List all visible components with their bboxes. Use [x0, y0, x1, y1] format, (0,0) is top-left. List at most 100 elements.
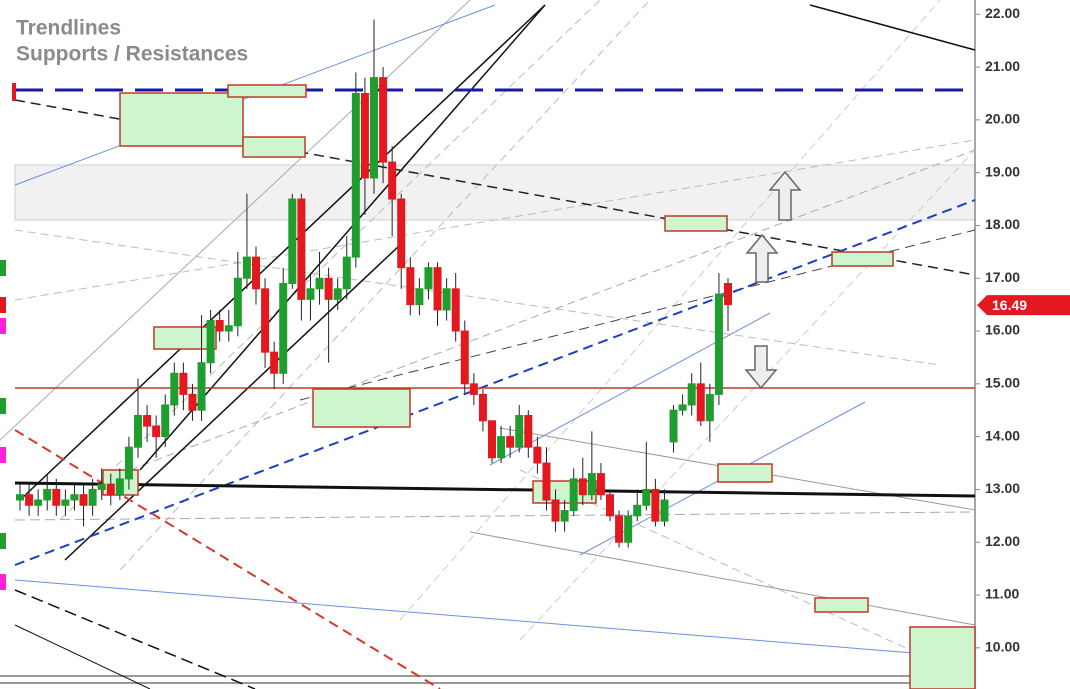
chart-title: Trendlines	[16, 17, 121, 40]
up-arrow	[745, 233, 779, 283]
candle-body	[678, 404, 687, 411]
candle-body	[351, 92, 360, 258]
y-tick-label: 17.00	[985, 269, 1020, 285]
candle-body	[242, 256, 251, 279]
candle-body	[415, 288, 424, 306]
price-tag-label: 16.49	[992, 297, 1027, 313]
candle-body	[161, 404, 170, 438]
marker	[0, 398, 6, 414]
candle-body	[61, 499, 70, 506]
marker	[12, 83, 16, 101]
price-tag	[977, 295, 1070, 316]
candle-body	[197, 362, 206, 411]
candle-body	[506, 436, 515, 448]
candle-body	[70, 494, 79, 501]
y-tick-label: 15.00	[985, 375, 1020, 391]
marker	[0, 260, 6, 276]
trendline	[809, 4, 976, 51]
candle-body	[270, 351, 279, 374]
candle-body	[342, 256, 351, 290]
candle-body	[705, 393, 714, 422]
trendline	[139, 4, 546, 471]
candle-body	[451, 288, 460, 332]
candle-body	[433, 267, 442, 311]
candle-body	[134, 415, 142, 448]
candle-body	[97, 483, 106, 490]
candle-body	[179, 372, 188, 395]
marker	[0, 447, 6, 463]
candle-body	[261, 288, 270, 353]
y-tick-label: 13.00	[985, 480, 1020, 496]
candle-body	[488, 420, 496, 459]
y-tick-label: 12.00	[985, 533, 1020, 549]
candle-body	[324, 277, 333, 300]
candle-body	[170, 372, 179, 406]
candle-body	[152, 425, 161, 438]
candle-body	[388, 161, 397, 200]
zone	[312, 388, 411, 428]
candle-body	[370, 77, 378, 179]
trendline	[14, 579, 976, 659]
y-tick-label: 11.00	[985, 586, 1019, 602]
zone	[909, 626, 976, 689]
zone	[153, 326, 217, 350]
candle-body	[651, 488, 660, 522]
trendline	[64, 244, 401, 561]
candle-body	[360, 92, 369, 179]
candle-body	[333, 288, 342, 300]
candle-body	[224, 325, 233, 332]
side-markers	[0, 83, 16, 590]
candle-body	[724, 283, 732, 306]
y-tick-label: 10.00	[985, 639, 1020, 655]
candle-body	[533, 446, 542, 464]
marker	[0, 297, 6, 313]
candle-body	[515, 415, 524, 448]
zone	[831, 251, 894, 267]
candle-body	[542, 462, 551, 501]
arrows	[744, 170, 802, 390]
candle-body	[497, 436, 506, 459]
y-tick-label: 21.00	[985, 58, 1020, 74]
candle-body	[16, 494, 24, 501]
marker	[0, 574, 6, 590]
candle-body	[714, 293, 723, 395]
candle-body	[124, 446, 133, 480]
trendline	[14, 589, 256, 689]
candle-body	[315, 277, 324, 290]
candle-body	[88, 488, 97, 506]
candle-body	[606, 494, 614, 517]
zone	[227, 84, 307, 98]
range-band	[14, 164, 976, 221]
candle-body	[596, 473, 605, 496]
candle-body	[624, 515, 633, 543]
candle-body	[279, 283, 288, 374]
candle-body	[233, 277, 242, 327]
candle-body	[115, 478, 124, 496]
trendline	[14, 139, 976, 301]
trendline	[0, 0, 471, 441]
y-tick-label: 14.00	[985, 427, 1020, 443]
marker	[0, 318, 6, 334]
trendline	[399, 0, 941, 621]
candle-body	[52, 488, 61, 506]
candle-body	[397, 198, 406, 269]
trendline	[489, 312, 771, 466]
candle-body	[206, 319, 215, 364]
candle-body	[379, 77, 388, 163]
candle-body	[587, 473, 596, 496]
trendline	[519, 469, 976, 681]
candle-body	[687, 383, 696, 406]
trendline	[14, 511, 976, 521]
zone	[664, 215, 728, 232]
trendline	[519, 149, 976, 641]
candle-body	[43, 488, 52, 501]
candle-body	[460, 330, 469, 385]
zone	[814, 597, 869, 613]
candle-body	[106, 483, 115, 496]
candle-body	[560, 510, 569, 522]
y-axis: 10.00 11.00 12.00 13.00 14.00 15.00 16.00 17.00…	[975, 5, 1070, 655]
trendline	[14, 429, 441, 689]
candle-body	[252, 256, 260, 290]
candle-body	[551, 499, 560, 522]
